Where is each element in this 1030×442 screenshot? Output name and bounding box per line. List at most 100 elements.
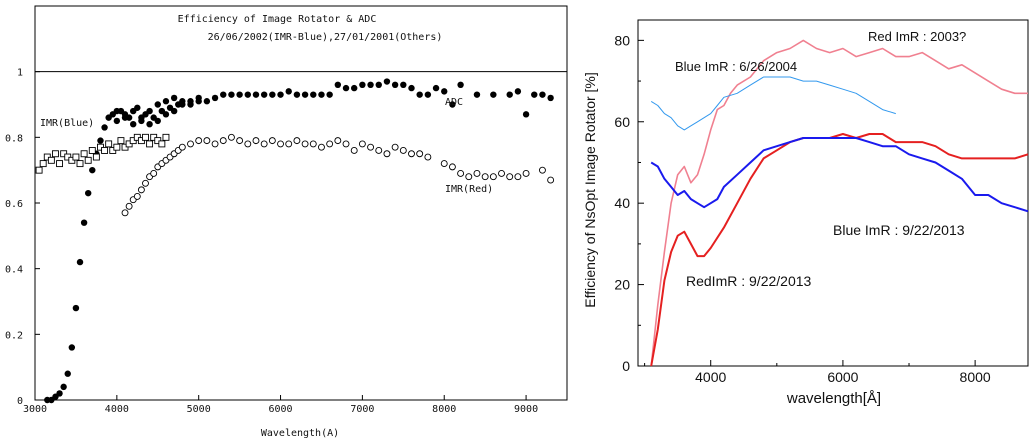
imr-red-point <box>350 147 358 154</box>
imr-blue-point <box>105 140 113 148</box>
imr-red-point <box>408 150 415 158</box>
adc-point <box>170 107 178 115</box>
imr-red-point <box>285 140 293 148</box>
adc-point <box>424 91 432 98</box>
imr-blue-point <box>92 153 100 161</box>
adc-point <box>441 88 448 95</box>
imr-red-point <box>383 150 391 158</box>
imr-red-point <box>522 169 530 177</box>
adc-point <box>522 111 530 118</box>
adc-point <box>449 101 456 108</box>
adc-point <box>400 81 407 89</box>
adc-point <box>154 101 161 108</box>
right-y-tick-label: 20 <box>614 277 630 293</box>
right-axis-ticks: 4000 6000 8000 0 20 40 60 80 <box>614 32 990 385</box>
imr-blue-point <box>52 150 59 158</box>
adc-point <box>285 88 292 95</box>
left-y-tick-label: 0 <box>17 396 23 407</box>
adc-point <box>195 98 202 105</box>
imr-red-point <box>277 140 284 148</box>
adc-point <box>72 304 80 312</box>
adc-point <box>416 91 423 98</box>
adc-point <box>64 370 71 377</box>
imr-blue-point <box>146 140 154 148</box>
red-imr-2013-label: RedImR : 9/22/2013 <box>686 273 812 289</box>
adc-point <box>260 91 268 98</box>
imr-red-point <box>465 173 473 181</box>
adc-point <box>220 91 227 98</box>
left-x-tick-label: 3000 <box>23 404 47 415</box>
imr-red-point <box>334 137 342 145</box>
adc-point <box>301 91 309 98</box>
imr-blue-point <box>56 160 64 168</box>
imr-red-point <box>457 169 465 177</box>
imr-red-point <box>137 186 145 194</box>
imr-blue-point <box>142 133 149 141</box>
imr-red-annotation: IMR(Red) <box>445 184 493 195</box>
adc-point <box>334 81 342 89</box>
left-plot-frame <box>34 5 568 401</box>
imr-blue-point <box>35 166 43 174</box>
right-x-tick-label: 8000 <box>960 369 991 385</box>
imr-blue-point <box>72 153 80 161</box>
imr-blue-annotation: IMR(Blue) <box>40 118 94 129</box>
adc-point <box>162 111 170 118</box>
left-y-tick-label: 0.8 <box>5 133 23 144</box>
adc-point <box>101 124 108 131</box>
imr-red-point <box>203 137 211 145</box>
imr-red-point <box>260 140 268 148</box>
adc-point <box>134 104 141 111</box>
imr-red-point <box>367 143 375 151</box>
adc-point <box>367 81 374 89</box>
imr-red-point <box>121 209 129 217</box>
adc-point <box>146 107 153 115</box>
imr-red-point <box>187 140 194 148</box>
adc-point <box>457 81 464 89</box>
adc-point <box>293 91 301 98</box>
right-x-axis-label: wavelength[Å] <box>786 390 881 407</box>
imr-blue-point <box>80 150 88 158</box>
imr-red-point <box>301 140 309 148</box>
adc-point <box>351 84 358 92</box>
adc-annotation: ADC <box>445 97 463 108</box>
red-imr-2003-label: Red ImR : 2003? <box>868 29 966 44</box>
imr-red-point <box>244 140 252 148</box>
adc-point <box>539 91 546 98</box>
adc-point <box>89 166 96 174</box>
imr-blue-point <box>158 140 166 148</box>
imr-red-point <box>236 137 244 145</box>
imr-blue-point <box>47 156 55 164</box>
adc-point <box>146 121 153 128</box>
adc-point <box>203 98 211 105</box>
imr-red-point <box>514 173 522 181</box>
right-y-tick-label: 60 <box>614 114 630 130</box>
adc-point <box>228 91 235 98</box>
imr-red-point <box>547 176 555 184</box>
adc-point <box>490 91 497 98</box>
right-efficiency-chart: 4000 6000 8000 0 20 40 60 80 wavelength[Å] Effi… <box>582 19 1029 407</box>
adc-point <box>187 101 194 108</box>
adc-point <box>138 117 145 125</box>
adc-point <box>375 81 382 89</box>
adc-point <box>170 94 178 102</box>
left-x-tick-label: 5000 <box>187 404 211 415</box>
left-x-tick-label: 9000 <box>514 404 538 415</box>
imr-red-point <box>195 137 203 145</box>
right-data-lines <box>650 39 1029 367</box>
left-y-tick-label: 0.6 <box>5 199 23 210</box>
adc-point <box>531 91 538 98</box>
imr-red-point <box>498 169 505 177</box>
imr-red-point <box>252 137 260 145</box>
left-x-tick-label: 6000 <box>268 404 292 415</box>
adc-point <box>56 390 63 397</box>
adc-point <box>269 91 276 98</box>
adc-point <box>506 91 513 98</box>
adc-point <box>391 81 399 89</box>
adc-point <box>326 91 333 98</box>
blue-imr-2004-label: Blue ImR : 6/26/2004 <box>675 59 797 74</box>
series-line-3 <box>650 137 1029 213</box>
left-data-marks <box>35 71 567 404</box>
blue-imr-2013-label: Blue ImR : 9/22/2013 <box>833 222 965 238</box>
series-line-0 <box>650 39 1028 367</box>
imr-red-point <box>416 150 424 158</box>
